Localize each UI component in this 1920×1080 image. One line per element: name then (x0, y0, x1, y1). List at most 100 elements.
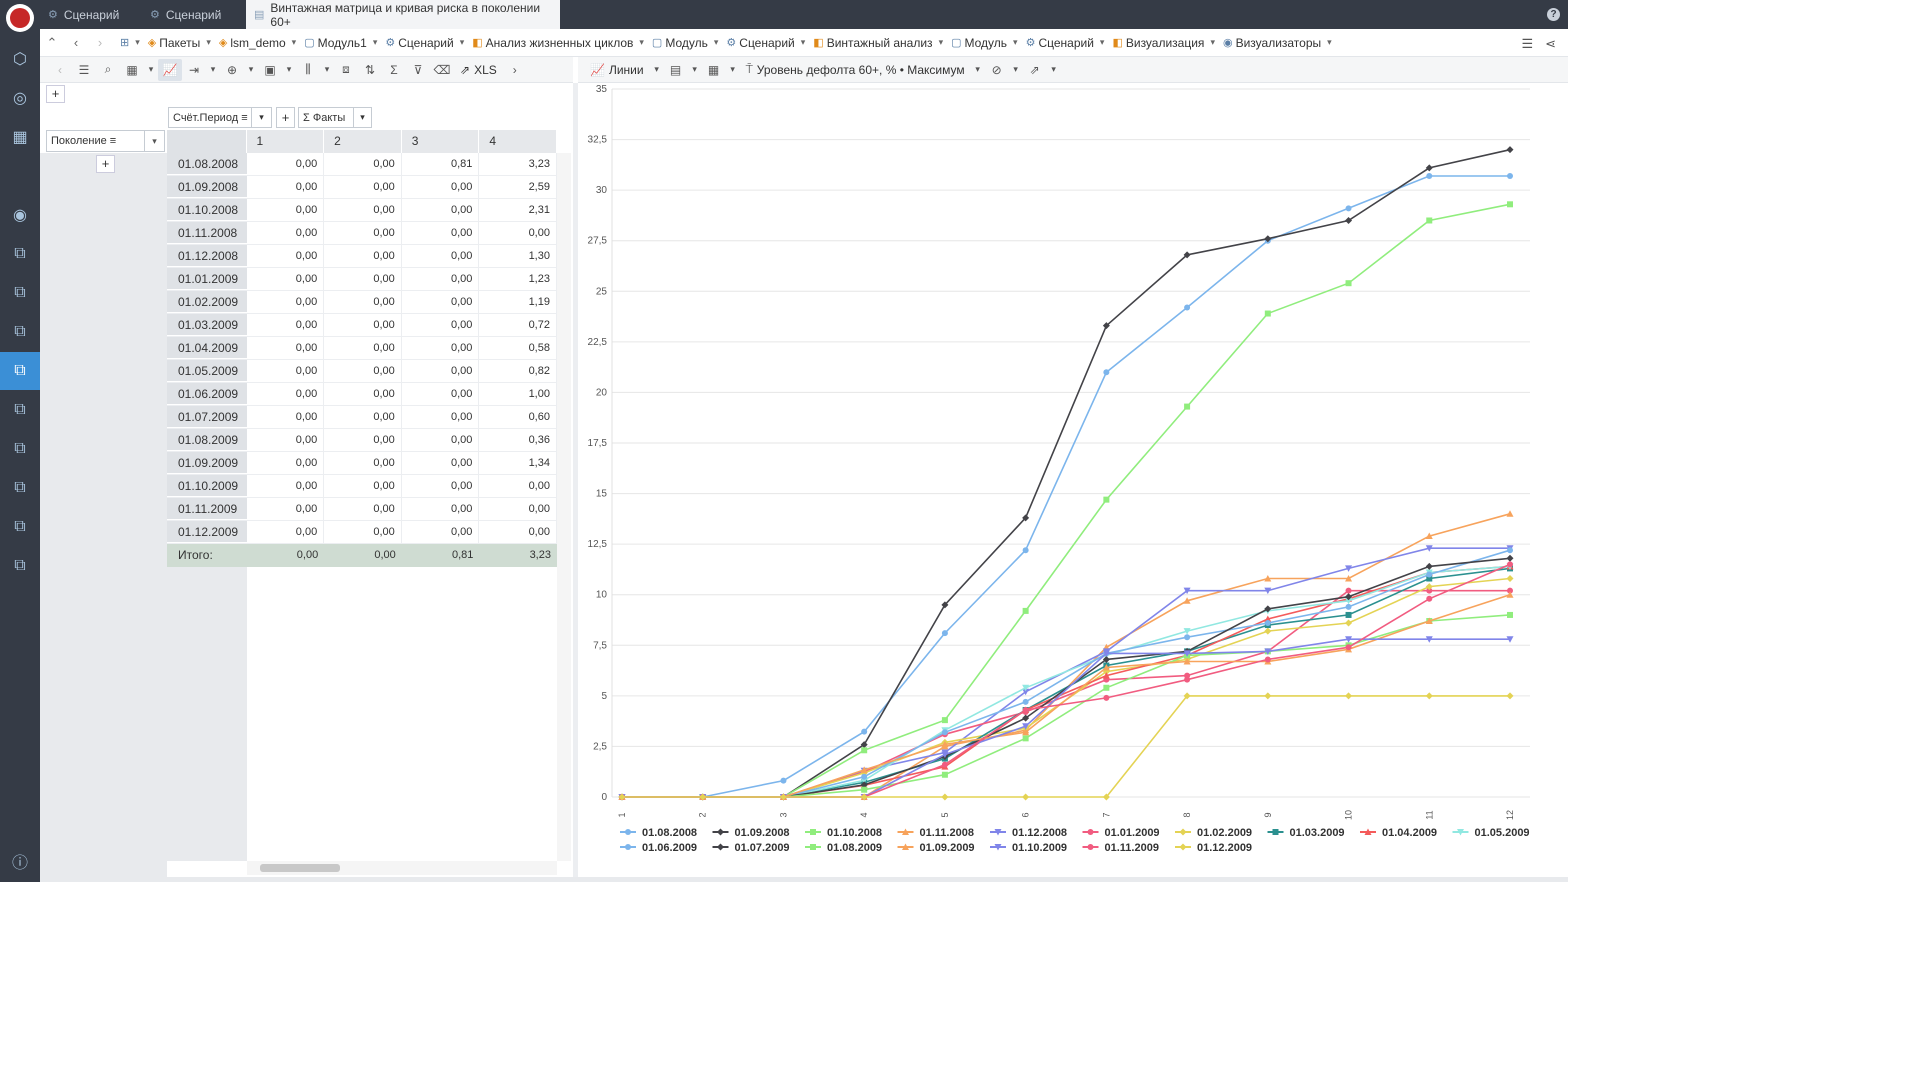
table-cell[interactable]: 2,31 (479, 199, 557, 221)
legend-item[interactable]: 01.01.2009 (1082, 827, 1160, 839)
series-01.11.2009[interactable] (619, 561, 1513, 800)
chevron-down-icon[interactable]: ▾ (144, 131, 164, 151)
data-point[interactable] (941, 751, 949, 759)
series-01.12.2008[interactable] (618, 545, 1514, 801)
series-line[interactable] (622, 695, 1510, 798)
data-point[interactable] (1364, 828, 1372, 836)
table-cell[interactable]: 0,81 (402, 153, 480, 175)
table-cell[interactable]: 0,00 (402, 429, 480, 451)
row-header[interactable]: 01.02.2009 (167, 291, 247, 313)
crumb-visualization[interactable]: ◧ Визуализация ▾ (1112, 35, 1215, 50)
chevron-down-icon[interactable]: ▾ (692, 64, 697, 74)
series-line[interactable] (622, 565, 1511, 798)
row-header[interactable]: 01.12.2009 (167, 521, 247, 543)
data-point[interactable] (1183, 597, 1191, 604)
vertical-scrollbar[interactable] (557, 153, 571, 861)
series-01.09.2008[interactable] (618, 146, 1514, 801)
table-cell[interactable]: 0,00 (324, 498, 402, 520)
series-line[interactable] (622, 175, 1510, 798)
legend-item[interactable]: 01.11.2008 (897, 827, 974, 839)
report-icon[interactable]: ⧉ (14, 284, 26, 301)
data-point[interactable] (1345, 575, 1353, 582)
data-point[interactable] (1183, 587, 1191, 595)
data-point[interactable] (1506, 692, 1514, 700)
data-point[interactable] (1264, 627, 1272, 635)
data-point[interactable] (1183, 628, 1191, 635)
data-point[interactable] (1102, 793, 1110, 801)
table-cell[interactable]: 0,00 (402, 291, 480, 313)
data-point[interactable] (1345, 636, 1353, 643)
add-row-dimension-button[interactable]: + (96, 155, 115, 173)
table-cell[interactable]: 0,00 (402, 199, 480, 221)
data-point[interactable] (941, 771, 948, 778)
data-point[interactable] (861, 773, 868, 780)
series-line[interactable] (622, 567, 1511, 798)
data-point[interactable] (941, 761, 948, 768)
data-point[interactable] (1184, 403, 1191, 410)
chevron-down-icon[interactable]: ▾ (730, 64, 735, 74)
data-point[interactable] (1507, 547, 1513, 554)
data-point[interactable] (1022, 707, 1029, 714)
table-cell[interactable]: 0,00 (247, 222, 325, 244)
data-point[interactable] (1087, 844, 1094, 850)
data-point[interactable] (1507, 561, 1513, 568)
table-cell[interactable]: 0,00 (247, 521, 325, 543)
tab-scenario-1[interactable]: ⚙ Сценарий (48, 7, 120, 22)
data-point[interactable] (1022, 607, 1029, 614)
data-point[interactable] (1022, 728, 1030, 736)
data-point[interactable] (1425, 545, 1433, 552)
series-01.05.2009[interactable] (618, 563, 1514, 801)
table-cell[interactable]: 0,00 (324, 521, 402, 543)
series-line[interactable] (622, 549, 1511, 798)
compass-icon[interactable]: ◎ (13, 90, 27, 107)
data-point[interactable] (1022, 514, 1030, 522)
series-01.04.2009[interactable] (618, 562, 1514, 800)
row-header[interactable]: 01.01.2009 (167, 268, 247, 290)
forward-icon[interactable]: › (97, 35, 103, 50)
table-cell[interactable]: 0,00 (324, 245, 402, 267)
legend-item[interactable]: 01.09.2009 (897, 842, 975, 854)
add-column-icon[interactable]: ⊕ (226, 62, 238, 77)
row-header[interactable]: 01.08.2009 (167, 429, 247, 451)
data-point[interactable] (1264, 692, 1272, 700)
chevron-down-icon[interactable]: ▾ (286, 64, 292, 74)
table-cell[interactable]: 0,00 (247, 291, 325, 313)
tab-vintage-report[interactable]: ▤ Винтажная матрица и кривая риска в поко… (246, 0, 560, 29)
series-01.08.2009[interactable] (619, 611, 1513, 800)
sum-icon[interactable]: Σ (390, 62, 398, 77)
table-cell[interactable]: 0,00 (402, 498, 480, 520)
data-point[interactable] (1264, 620, 1271, 627)
series-line[interactable] (622, 565, 1511, 798)
data-point[interactable] (994, 844, 1002, 851)
data-point[interactable] (1264, 656, 1271, 663)
legend-item[interactable]: 01.11.2009 (1082, 842, 1159, 854)
add-column-dimension-button[interactable]: + (276, 107, 295, 128)
table-cell[interactable]: 0,00 (479, 222, 557, 244)
data-point[interactable] (861, 747, 868, 754)
table-cell[interactable]: 0,00 (324, 176, 402, 198)
row-header[interactable]: 01.08.2008 (167, 153, 247, 175)
next-icon[interactable]: › (512, 62, 517, 77)
table-cell[interactable]: 0,00 (479, 521, 557, 543)
legend-item[interactable]: 01.09.2008 (712, 827, 790, 839)
table-cell[interactable]: 0,00 (324, 199, 402, 221)
table-cell[interactable]: 0,00 (402, 360, 480, 382)
row-header[interactable]: 01.11.2008 (167, 222, 247, 244)
data-point[interactable] (1184, 304, 1191, 311)
legend-item[interactable]: 01.12.2008 (990, 827, 1067, 839)
data-point[interactable] (1345, 280, 1352, 287)
table-cell[interactable]: 1,34 (479, 452, 557, 474)
table-cell[interactable]: 0,00 (324, 360, 402, 382)
data-point[interactable] (717, 843, 724, 851)
report-icon[interactable]: ⧉ (14, 245, 26, 262)
data-point[interactable] (1102, 664, 1110, 671)
table-cell[interactable]: 0,00 (247, 268, 325, 290)
data-point[interactable] (1264, 648, 1272, 655)
legend-item[interactable]: 01.04.2009 (1360, 827, 1437, 839)
table-cell[interactable]: 1,19 (479, 291, 557, 313)
sort-icon[interactable]: ⇅ (364, 62, 376, 77)
indent-icon[interactable]: ⇥ (188, 62, 200, 77)
table-cell[interactable]: 0,00 (402, 314, 480, 336)
data-point[interactable] (1426, 575, 1433, 582)
series-line[interactable] (622, 614, 1511, 798)
